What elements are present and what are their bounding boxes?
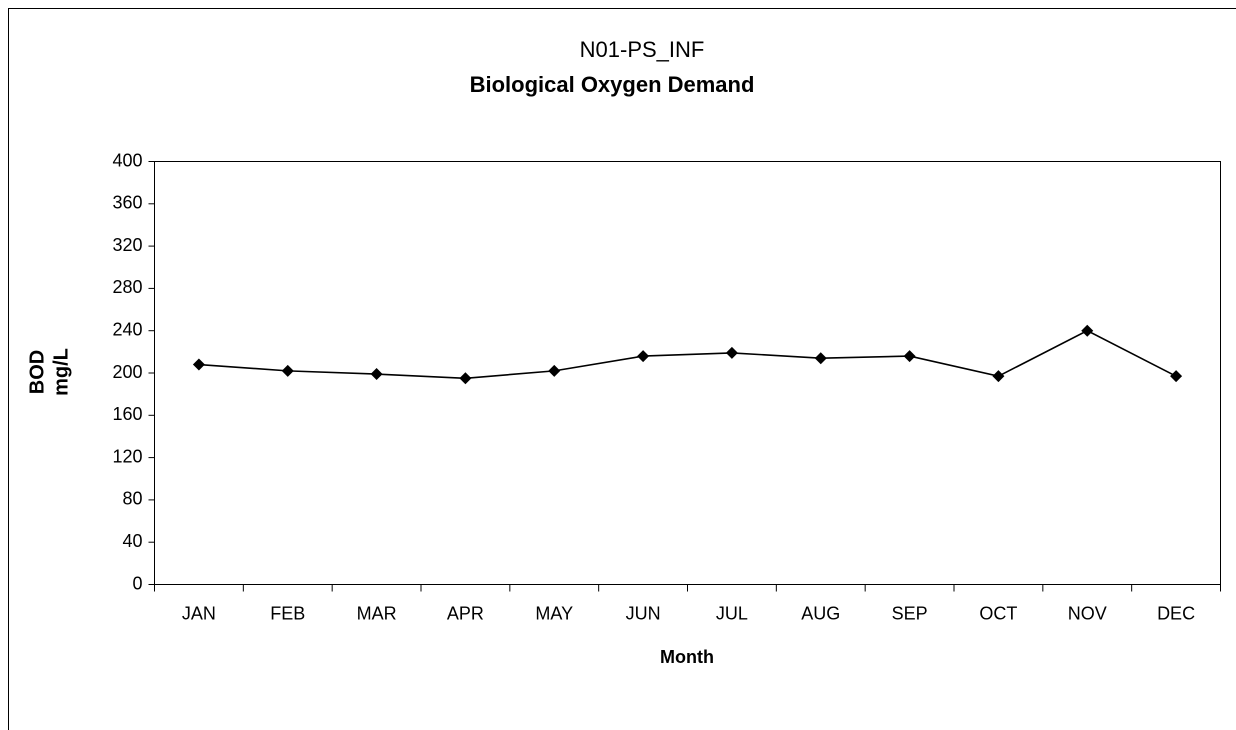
y-tick-label: 160 — [112, 404, 142, 424]
x-tick-label: DEC — [1157, 603, 1195, 623]
data-point — [903, 350, 916, 363]
x-tick-label: APR — [447, 603, 484, 623]
y-tick-label: 240 — [112, 319, 142, 339]
y-axis-title-line: mg/L — [50, 348, 72, 396]
x-tick-label: OCT — [979, 603, 1017, 623]
data-point — [192, 358, 205, 371]
chart-title: N01-PS_INF — [580, 37, 705, 62]
data-point — [548, 364, 561, 377]
series-line — [198, 329, 1177, 380]
y-tick-label: 400 — [112, 150, 142, 170]
data-point — [814, 352, 827, 365]
plot-area — [154, 161, 1221, 585]
x-tick-label: AUG — [801, 603, 840, 623]
y-axis-title-line: BOD — [26, 350, 48, 394]
data-point — [725, 346, 738, 359]
y-axis-title: BOD mg/L — [26, 348, 72, 396]
data-point — [992, 370, 1005, 383]
x-tick-label: FEB — [270, 603, 305, 623]
x-tick-label: JUL — [716, 603, 748, 623]
data-point — [1170, 370, 1183, 383]
data-point — [637, 350, 650, 363]
y-tick-label: 120 — [112, 446, 142, 466]
y-tick-label: 0 — [132, 573, 142, 593]
y-tick-label: 360 — [112, 193, 142, 213]
data-point — [1081, 324, 1094, 337]
y-tick-label: 320 — [112, 235, 142, 255]
y-tick-label: 40 — [122, 531, 142, 551]
x-tick-label: SEP — [892, 603, 928, 623]
y-tick-label: 200 — [112, 362, 142, 382]
x-tick-label: MAY — [535, 603, 573, 623]
x-tick-label: NOV — [1068, 603, 1107, 623]
data-point — [370, 368, 383, 381]
data-point — [281, 364, 294, 377]
chart-subtitle: Biological Oxygen Demand — [470, 72, 755, 97]
y-tick-label: 80 — [122, 489, 142, 509]
y-tick-label: 280 — [112, 277, 142, 297]
x-tick-label: JAN — [182, 603, 216, 623]
x-tick-label: JUN — [626, 603, 661, 623]
x-tick-label: MAR — [357, 603, 397, 623]
x-axis-title: Month — [660, 647, 714, 667]
data-point — [459, 372, 472, 385]
chart-frame — [8, 8, 1236, 730]
